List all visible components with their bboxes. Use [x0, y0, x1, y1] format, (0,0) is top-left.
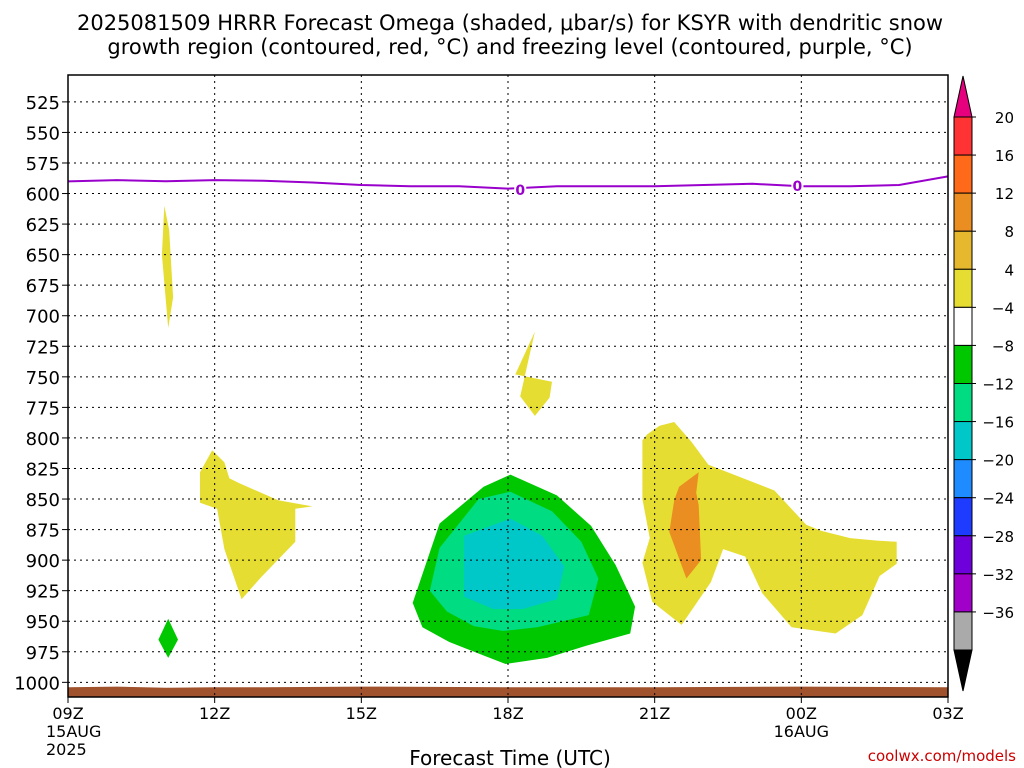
x-axis-label: Forecast Time (UTC) — [409, 746, 611, 768]
colorbar-segment — [953, 116, 973, 156]
x-tick-year-label: 2025 — [46, 740, 87, 759]
colorbar-label: −16 — [982, 414, 1014, 432]
colorbar-segment — [953, 611, 973, 651]
plot-area: 0 052555057560062565067570072575077580082… — [14, 74, 1014, 759]
colorbar-label: −20 — [982, 452, 1014, 470]
colorbar-label: 12 — [995, 185, 1014, 203]
colorbar-label: −4 — [992, 299, 1014, 317]
colorbar-segment — [953, 230, 973, 270]
y-tick-label: 1000 — [14, 673, 60, 694]
y-tick-label: 775 — [26, 398, 60, 419]
colorbar-segment — [953, 459, 973, 499]
colorbar-label: −12 — [982, 376, 1014, 394]
colorbar-segment — [953, 154, 973, 194]
x-tick-label: 15Z — [346, 704, 377, 723]
colorbar-segment — [953, 573, 973, 613]
colorbar-segment — [953, 535, 973, 575]
y-tick-label: 925 — [26, 582, 60, 603]
terrain-band — [68, 686, 948, 697]
omega-shaded-region — [161, 205, 174, 328]
y-tick-label: 725 — [26, 337, 60, 358]
y-tick-label: 950 — [26, 612, 60, 633]
colorbar-label: 20 — [995, 109, 1014, 127]
x-tick-label: 21Z — [639, 704, 670, 723]
y-tick-label: 900 — [26, 551, 60, 572]
colorbar-segment — [953, 344, 973, 384]
x-tick-label: 03Z — [932, 704, 963, 723]
y-tick-label: 675 — [26, 276, 60, 297]
colorbar-label: −8 — [992, 337, 1014, 355]
y-tick-label: 525 — [26, 93, 60, 114]
x-tick-label: 18Z — [492, 704, 523, 723]
colorbar-label: −28 — [982, 528, 1014, 546]
y-tick-label: 600 — [26, 185, 60, 206]
freezing-level-label-bg — [791, 178, 804, 193]
colorbar-segment — [953, 268, 973, 308]
omega-shaded-region — [200, 450, 313, 600]
colorbar-segment — [953, 306, 973, 346]
colorbar-segment — [953, 497, 973, 537]
y-tick-label: 875 — [26, 521, 60, 542]
colorbar-bottom-arrow — [953, 649, 973, 692]
y-tick-label: 800 — [26, 429, 60, 450]
y-tick-label: 850 — [26, 490, 60, 511]
y-tick-label: 975 — [26, 643, 60, 664]
omega-shaded-region — [642, 422, 897, 634]
y-tick-label: 550 — [26, 123, 60, 144]
y-tick-label: 750 — [26, 368, 60, 389]
freezing-level-label: 0 — [793, 179, 803, 195]
x-tick-label: 12Z — [199, 704, 230, 723]
colorbar-label: 8 — [1004, 223, 1014, 241]
omega-shaded-region — [515, 331, 552, 416]
colorbar-segment — [953, 192, 973, 232]
colorbar-top-arrow — [953, 75, 973, 118]
x-tick-date-label: 16AUG — [774, 722, 829, 741]
colorbar-label: −24 — [982, 490, 1014, 508]
y-tick-label: 575 — [26, 154, 60, 175]
colorbar-label: 4 — [1004, 261, 1014, 279]
freezing-level-label: 0 — [515, 183, 525, 199]
freezing-level-label-bg — [514, 181, 527, 196]
y-tick-label: 650 — [26, 246, 60, 267]
omega-shaded-region — [158, 618, 178, 658]
omega-shaded-region — [464, 518, 565, 609]
colorbar-label: 16 — [995, 147, 1014, 165]
colorbar: 20 16 12 8 4 −4 −8 −12 −16 −20 −24 −28 −32 −36 — [953, 75, 1014, 692]
x-tick-date-label: 15AUG — [46, 722, 101, 741]
y-tick-label: 700 — [26, 307, 60, 328]
credit-text: coolwx.com/models — [868, 747, 1016, 765]
y-tick-label: 825 — [26, 459, 60, 480]
colorbar-segment — [953, 421, 973, 461]
colorbar-segment — [953, 383, 973, 423]
y-tick-label: 625 — [26, 215, 60, 236]
chart-title-line1: 2025081509 HRRR Forecast Omega (shaded, … — [77, 11, 943, 35]
x-tick-label: 00Z — [786, 704, 817, 723]
x-tick-label: 09Z — [52, 704, 83, 723]
colorbar-label: −36 — [982, 604, 1014, 622]
chart-title-line2: growth region (contoured, red, °C) and f… — [107, 35, 912, 59]
colorbar-label: −32 — [982, 566, 1014, 584]
